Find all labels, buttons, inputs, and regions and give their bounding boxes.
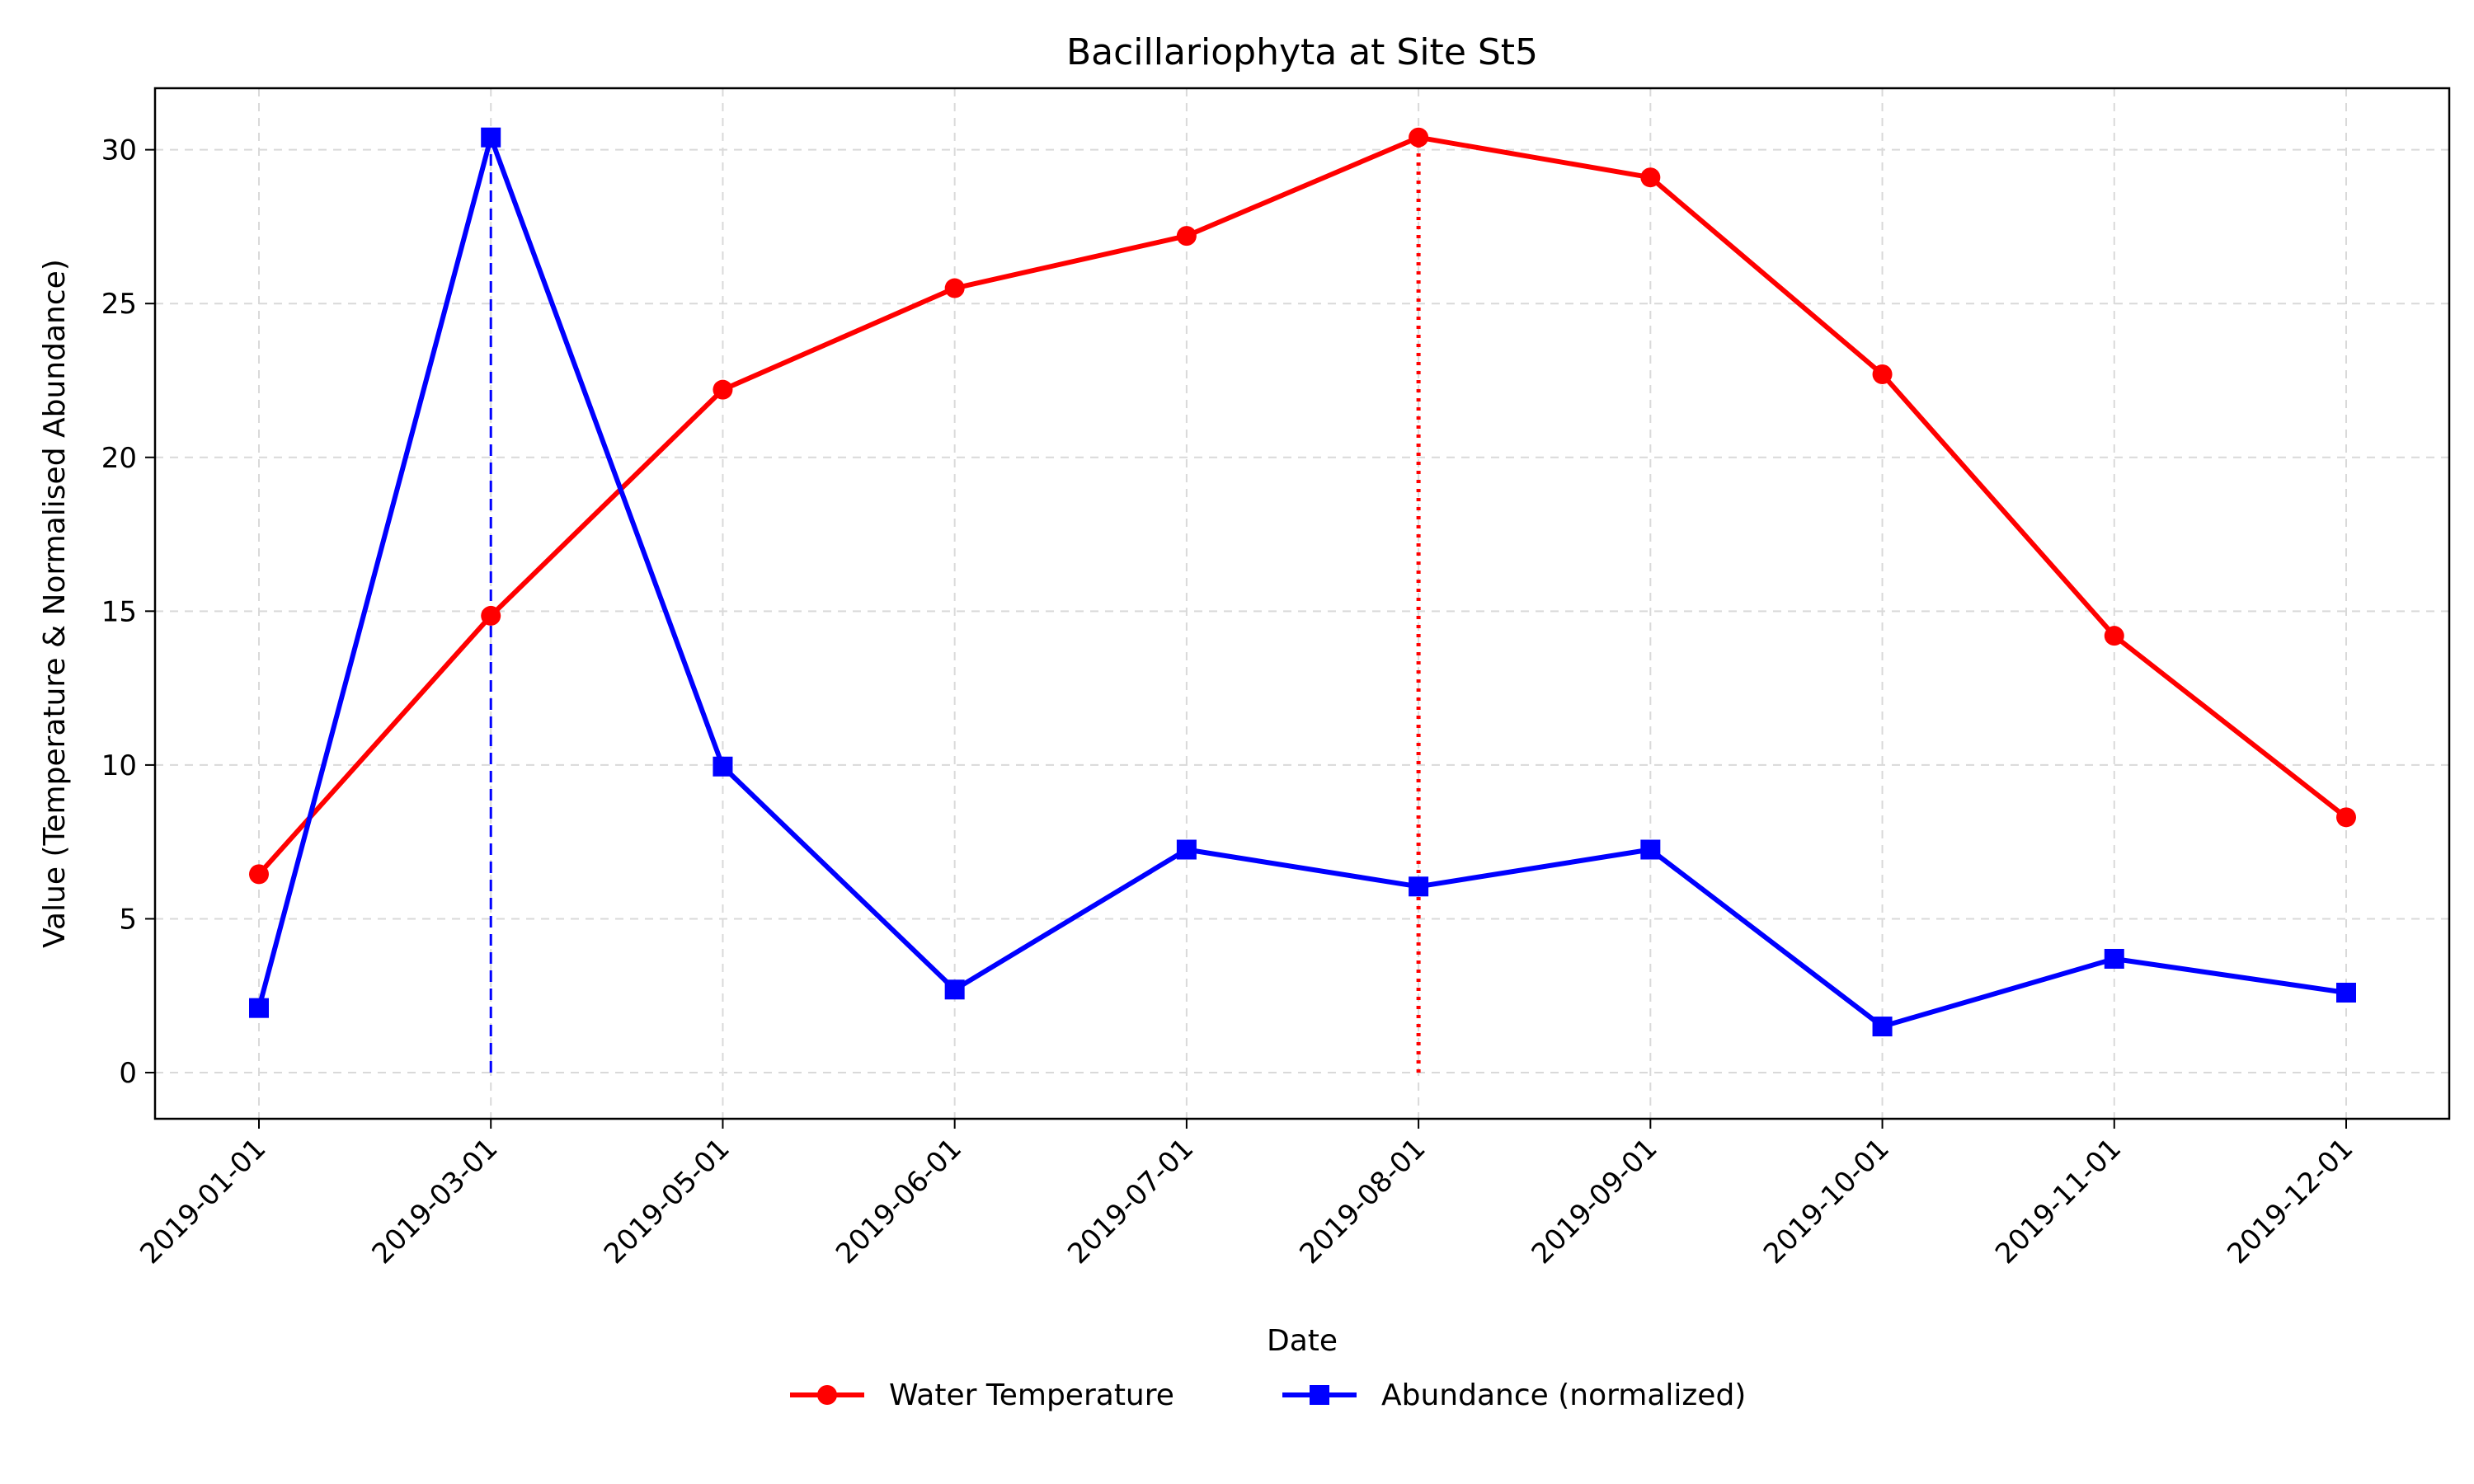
series-1-point bbox=[2336, 983, 2356, 1003]
series-1-point bbox=[944, 979, 965, 1000]
annotation-lines bbox=[489, 137, 1421, 1073]
series-1-point bbox=[1176, 839, 1197, 860]
series-0-point bbox=[1176, 226, 1197, 247]
series-0-point bbox=[1872, 364, 1893, 385]
series-0-point bbox=[1409, 127, 1429, 148]
series-line-1 bbox=[256, 134, 2347, 1030]
series-1-point bbox=[481, 127, 501, 148]
grid-lines bbox=[155, 88, 2449, 1119]
y-tick-label: 5 bbox=[119, 903, 137, 936]
series-0-point bbox=[481, 605, 501, 626]
series-1-point bbox=[713, 756, 733, 777]
series-layer bbox=[249, 127, 2356, 1037]
series-0-point bbox=[249, 864, 269, 885]
y-axis-label: Value (Temperature & Normalised Abundanc… bbox=[38, 259, 72, 948]
chart-title: Bacillariophyta at Site St5 bbox=[1066, 31, 1538, 73]
series-0-point bbox=[944, 278, 965, 298]
legend-marker bbox=[1310, 1385, 1329, 1405]
series-1-point bbox=[1640, 839, 1661, 860]
plot-frame bbox=[153, 87, 2451, 1120]
y-tick-label: 25 bbox=[101, 288, 137, 321]
x-axis-label: Date bbox=[1267, 1324, 1338, 1358]
series-1-point bbox=[249, 998, 269, 1018]
series-0-point bbox=[1640, 167, 1661, 188]
y-tick-label: 20 bbox=[101, 442, 137, 475]
series-line-0 bbox=[256, 134, 2348, 876]
series-0-point bbox=[713, 379, 733, 400]
y-tick-label: 30 bbox=[101, 134, 137, 167]
y-tick-label: 15 bbox=[101, 595, 137, 628]
legend-label: Water Temperature bbox=[889, 1378, 1174, 1412]
series-1-point bbox=[1409, 876, 1429, 897]
legend-label: Abundance (normalized) bbox=[1381, 1378, 1746, 1412]
y-tick-label: 0 bbox=[119, 1057, 137, 1090]
y-tick-label: 10 bbox=[101, 749, 137, 782]
series-0-point bbox=[2104, 626, 2124, 646]
series-0-point bbox=[2336, 807, 2356, 828]
series-1-point bbox=[1872, 1017, 1893, 1037]
legend-marker bbox=[817, 1385, 837, 1405]
series-1-point bbox=[2104, 948, 2124, 969]
legend: Water Temperature Abundance (normalized) bbox=[790, 1378, 1746, 1412]
